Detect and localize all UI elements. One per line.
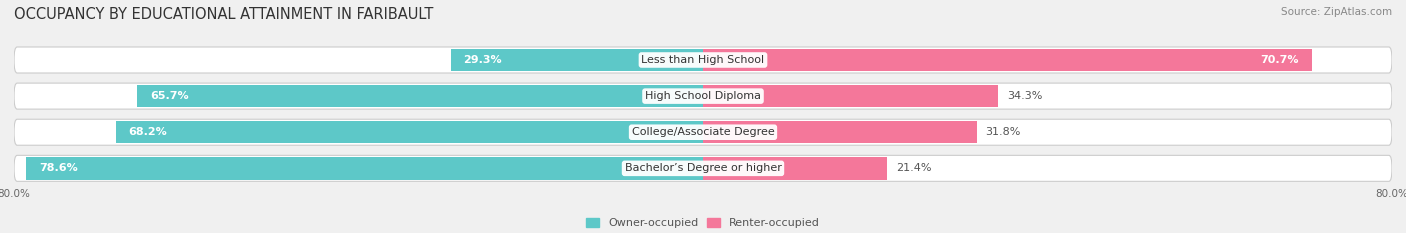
Text: 31.8%: 31.8% [986, 127, 1021, 137]
Bar [27, 157, 703, 180]
Text: 78.6%: 78.6% [39, 163, 77, 173]
Bar [451, 49, 703, 71]
Bar [703, 121, 977, 144]
Text: Bachelor’s Degree or higher: Bachelor’s Degree or higher [624, 163, 782, 173]
Bar [703, 85, 998, 107]
Text: 21.4%: 21.4% [896, 163, 931, 173]
Text: 68.2%: 68.2% [128, 127, 167, 137]
FancyBboxPatch shape [14, 83, 1392, 109]
Text: High School Diploma: High School Diploma [645, 91, 761, 101]
Text: Source: ZipAtlas.com: Source: ZipAtlas.com [1281, 7, 1392, 17]
Text: 34.3%: 34.3% [1007, 91, 1042, 101]
Text: 29.3%: 29.3% [464, 55, 502, 65]
Legend: Owner-occupied, Renter-occupied: Owner-occupied, Renter-occupied [586, 218, 820, 228]
Text: 70.7%: 70.7% [1260, 55, 1299, 65]
Text: College/Associate Degree: College/Associate Degree [631, 127, 775, 137]
Text: Less than High School: Less than High School [641, 55, 765, 65]
Text: 65.7%: 65.7% [150, 91, 188, 101]
FancyBboxPatch shape [14, 155, 1392, 181]
FancyBboxPatch shape [14, 47, 1392, 73]
Bar [703, 157, 887, 180]
Bar [115, 121, 703, 144]
Bar [703, 49, 1312, 71]
FancyBboxPatch shape [14, 119, 1392, 145]
Text: OCCUPANCY BY EDUCATIONAL ATTAINMENT IN FARIBAULT: OCCUPANCY BY EDUCATIONAL ATTAINMENT IN F… [14, 7, 433, 22]
Bar [138, 85, 703, 107]
